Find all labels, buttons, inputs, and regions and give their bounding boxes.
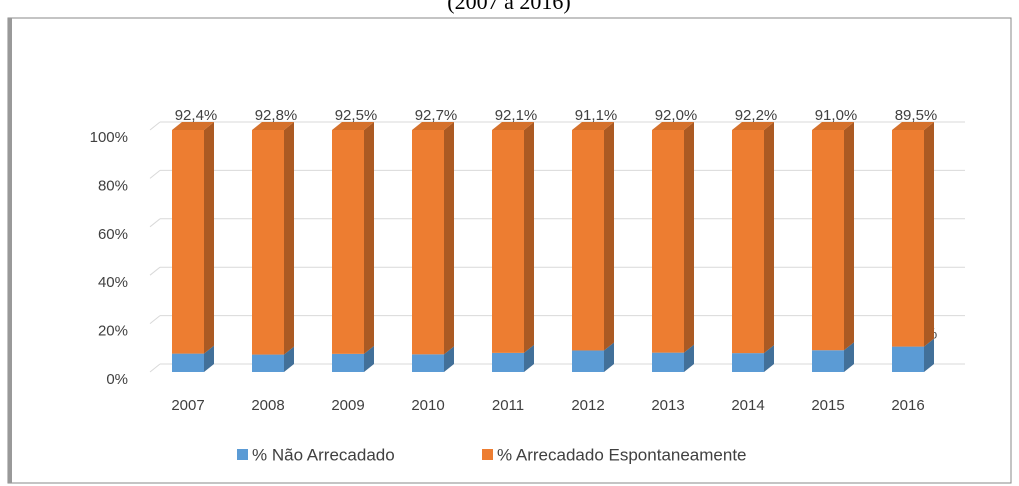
x-tick-label: 2007 <box>171 397 204 414</box>
bar-top <box>892 122 934 130</box>
bar-top <box>732 122 774 130</box>
grid-line <box>149 218 161 228</box>
data-label: 92,7% <box>415 107 458 124</box>
bar-top <box>172 122 214 130</box>
bar-side <box>924 338 934 372</box>
bar-side <box>524 122 534 353</box>
bar-segment <box>172 353 204 372</box>
bar-top <box>652 122 694 130</box>
bar-segment <box>492 352 524 372</box>
y-tick-label: 40% <box>98 274 128 291</box>
grid-line <box>149 363 161 373</box>
bar-side <box>284 346 294 372</box>
bar-segment <box>412 130 444 355</box>
frame-shadow <box>8 18 12 483</box>
bar-segment <box>652 130 684 353</box>
data-label: 91,0% <box>815 107 858 124</box>
bar-segment <box>812 350 844 372</box>
bar-side <box>844 342 854 372</box>
bar-side <box>844 122 854 351</box>
bar-segment <box>732 353 764 372</box>
data-label: 92,2% <box>735 107 778 124</box>
bar-segment <box>252 130 284 355</box>
grid-line <box>149 121 161 131</box>
bar-segment <box>412 354 444 372</box>
bar-top <box>412 122 454 130</box>
legend-swatch <box>482 449 493 460</box>
x-tick-label: 2015 <box>811 397 844 414</box>
legend-label: % Arrecadado Espontaneamente <box>497 445 747 464</box>
y-tick-label: 80% <box>98 177 128 194</box>
bar-segment <box>812 130 844 351</box>
bar-side <box>764 345 774 372</box>
x-tick-label: 2009 <box>331 397 364 414</box>
x-tick-label: 2011 <box>492 397 524 414</box>
chart-title: (2007 a 2016) <box>447 0 570 14</box>
bar-side <box>764 122 774 354</box>
bar-side <box>204 345 214 372</box>
data-label: 91,1% <box>575 107 618 124</box>
bar-side <box>204 122 214 354</box>
bar-side <box>444 122 454 355</box>
bar-side <box>604 122 614 351</box>
legend-swatch <box>237 449 248 460</box>
y-tick-label: 60% <box>98 226 128 243</box>
bar-segment <box>572 350 604 372</box>
y-tick-label: 100% <box>90 129 128 146</box>
bar-segment <box>892 130 924 347</box>
grid-line <box>149 315 161 324</box>
bar-side <box>364 345 374 372</box>
bar-segment <box>732 130 764 354</box>
bar-side <box>924 122 934 347</box>
bar-side <box>444 346 454 372</box>
bar-top <box>332 122 374 130</box>
bar-top <box>572 122 614 130</box>
data-label: 92,1% <box>495 107 538 124</box>
bar-top <box>812 122 854 130</box>
bar-side <box>524 344 534 372</box>
x-tick-label: 2010 <box>411 397 444 414</box>
data-label: 92,8% <box>255 107 298 124</box>
y-tick-label: 0% <box>106 371 128 388</box>
bar-side <box>684 344 694 372</box>
data-label: 89,5% <box>895 107 938 124</box>
x-tick-label: 2014 <box>731 397 764 414</box>
grid-line <box>149 266 161 276</box>
grid-line <box>149 170 161 179</box>
x-tick-label: 2016 <box>891 397 924 414</box>
bar-segment <box>892 346 924 372</box>
legend-label: % Não Arrecadado <box>252 445 395 464</box>
bar-side <box>364 122 374 354</box>
bar-side <box>604 342 614 372</box>
bar-segment <box>492 130 524 353</box>
bar-side <box>284 122 294 355</box>
data-label: 92,0% <box>655 107 698 124</box>
bar-segment <box>572 130 604 351</box>
y-tick-label: 20% <box>98 323 128 340</box>
x-tick-label: 2012 <box>571 397 604 414</box>
x-tick-label: 2008 <box>251 397 284 414</box>
bar-top <box>252 122 294 130</box>
data-label: 92,4% <box>175 107 218 124</box>
bar-segment <box>332 353 364 372</box>
bar-segment <box>332 130 364 354</box>
bar-segment <box>652 352 684 372</box>
x-tick-label: 2013 <box>651 397 684 414</box>
bar-side <box>684 122 694 353</box>
bar-top <box>492 122 534 130</box>
bar-segment <box>172 130 204 354</box>
data-label: 92,5% <box>335 107 378 124</box>
bar-segment <box>252 354 284 372</box>
